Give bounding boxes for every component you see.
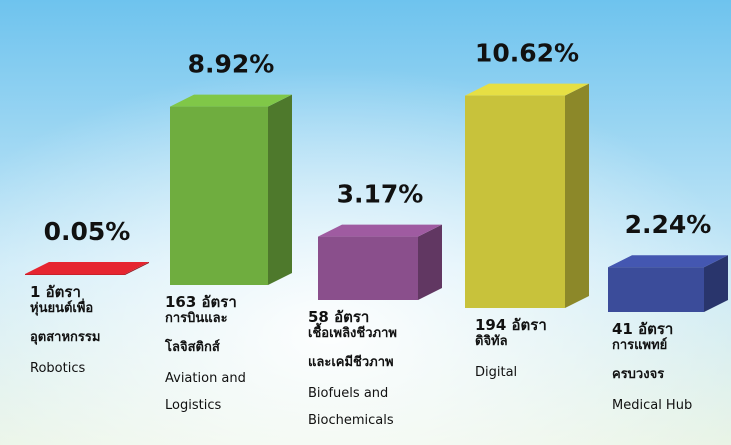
thai-name: อุตสาหกรรม [30,330,100,345]
english-name: Biofuels and [308,386,388,401]
english-name: Aviation and [165,371,246,386]
english-name: Digital [475,365,517,380]
english-name: Robotics [30,361,85,376]
bar [170,106,268,285]
bar-side [125,262,149,275]
bar-side [418,224,442,300]
bar [25,274,125,275]
english-name: Biochemicals [308,413,394,428]
value-label: 10.62% [475,39,579,68]
bar [318,236,418,300]
thai-name: หุ่นยนต์เพื่อ [30,298,93,316]
thai-name: ครบวงจร [612,367,664,382]
position-count: 58 อัตรา [308,308,369,326]
english-name: Logistics [165,398,221,413]
bar-top [170,94,292,107]
value-label: 8.92% [188,50,275,79]
english-name: Medical Hub [612,398,692,413]
bar-side [565,83,589,308]
bar [465,95,565,308]
thai-name: ดิจิทัล [475,334,508,349]
bar-side [704,255,728,312]
position-count: 41 อัตรา [612,320,673,338]
bar-top [608,255,728,268]
position-count: 163 อัตรา [165,293,237,311]
bar-top [25,262,149,274]
bar-top [318,224,442,237]
bar [608,267,704,312]
value-label: 0.05% [44,217,131,246]
position-count: 1 อัตรา [30,283,81,301]
thai-name: และเคมีชีวภาพ [308,354,394,370]
value-label: 2.24% [625,210,712,239]
bar-top [465,83,589,96]
thai-name: เชื้อเพลิงชีวภาพ [308,322,397,341]
bar-side [268,94,292,285]
thai-name: การบินและ [165,311,228,326]
value-label: 3.17% [337,180,424,209]
thai-name: การแพทย์ [612,337,667,353]
thai-name: โลจิสติกส์ [164,338,220,355]
position-count: 194 อัตรา [475,316,547,334]
